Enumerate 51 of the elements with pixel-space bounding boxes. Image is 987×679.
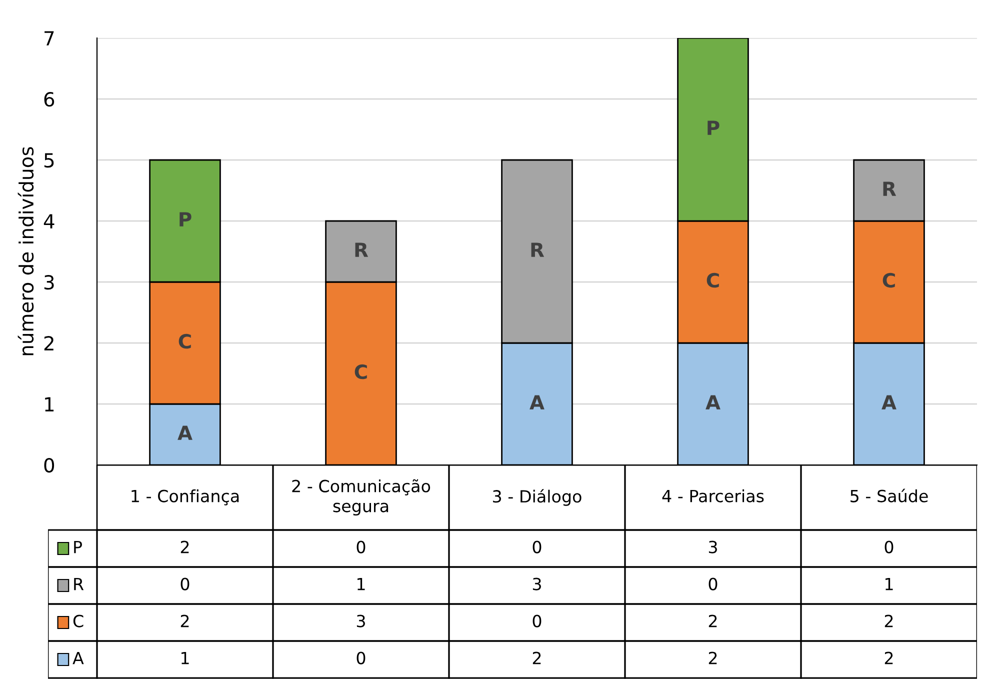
- data-label: 2: [884, 652, 893, 664]
- y-tick-label: 6: [44, 92, 54, 107]
- legend-label: C: [73, 614, 84, 628]
- legend-label: P: [74, 540, 82, 554]
- legend-label: R: [74, 578, 84, 590]
- text: R: [531, 242, 544, 257]
- data-label: 2: [708, 652, 717, 664]
- y-tick-label: 5: [44, 153, 54, 168]
- data-label: 0: [532, 540, 542, 554]
- data-label: 2: [532, 652, 541, 664]
- y-tick-label: 4: [44, 214, 54, 228]
- data-label: 2: [884, 614, 893, 628]
- text: A: [178, 426, 192, 440]
- x-tick-label: 2 - Comunicação segura: [292, 479, 430, 516]
- data-label: 1: [886, 578, 893, 590]
- text: A: [706, 395, 720, 410]
- x-tick-label: 4 - Parcerias: [662, 489, 764, 502]
- x-tick-label: 3 - Diálogo: [493, 489, 582, 506]
- text: R: [883, 182, 896, 196]
- text: P: [180, 212, 192, 226]
- text: C: [882, 272, 895, 288]
- data-label: 2: [708, 614, 717, 628]
- data-label: 3: [532, 578, 541, 590]
- y-tick-label: 0: [44, 458, 54, 473]
- data-label: 3: [356, 614, 365, 628]
- text: A: [882, 395, 896, 410]
- data-label: 0: [884, 540, 894, 554]
- text: C: [178, 334, 191, 349]
- y-tick-label: 1: [45, 397, 54, 412]
- data-label: 2: [180, 614, 189, 628]
- data-label: 0: [180, 578, 190, 590]
- data-label: 0: [708, 578, 718, 590]
- data-label: 0: [532, 614, 542, 628]
- text: R: [355, 242, 368, 257]
- data-label: 0: [356, 652, 366, 664]
- text: A: [530, 395, 544, 410]
- y-tick-label: 7: [44, 31, 54, 46]
- data-label: 1: [358, 578, 365, 590]
- x-tick-label: 1 - Confiança: [132, 489, 239, 506]
- data-label: 3: [708, 540, 717, 554]
- x-tick-label: 5 - Saúde: [850, 488, 928, 502]
- data-label: 2: [180, 540, 189, 554]
- y-tick-label: 2: [44, 336, 54, 350]
- data-label: 1: [182, 652, 189, 664]
- data-label: 0: [356, 540, 366, 554]
- legend-label: A: [72, 652, 84, 664]
- y-axis-title: número de indivíduos: [18, 147, 34, 356]
- text: P: [708, 120, 720, 135]
- y-tick-label: 3: [44, 274, 54, 290]
- text: C: [706, 272, 719, 288]
- text: C: [354, 364, 367, 380]
